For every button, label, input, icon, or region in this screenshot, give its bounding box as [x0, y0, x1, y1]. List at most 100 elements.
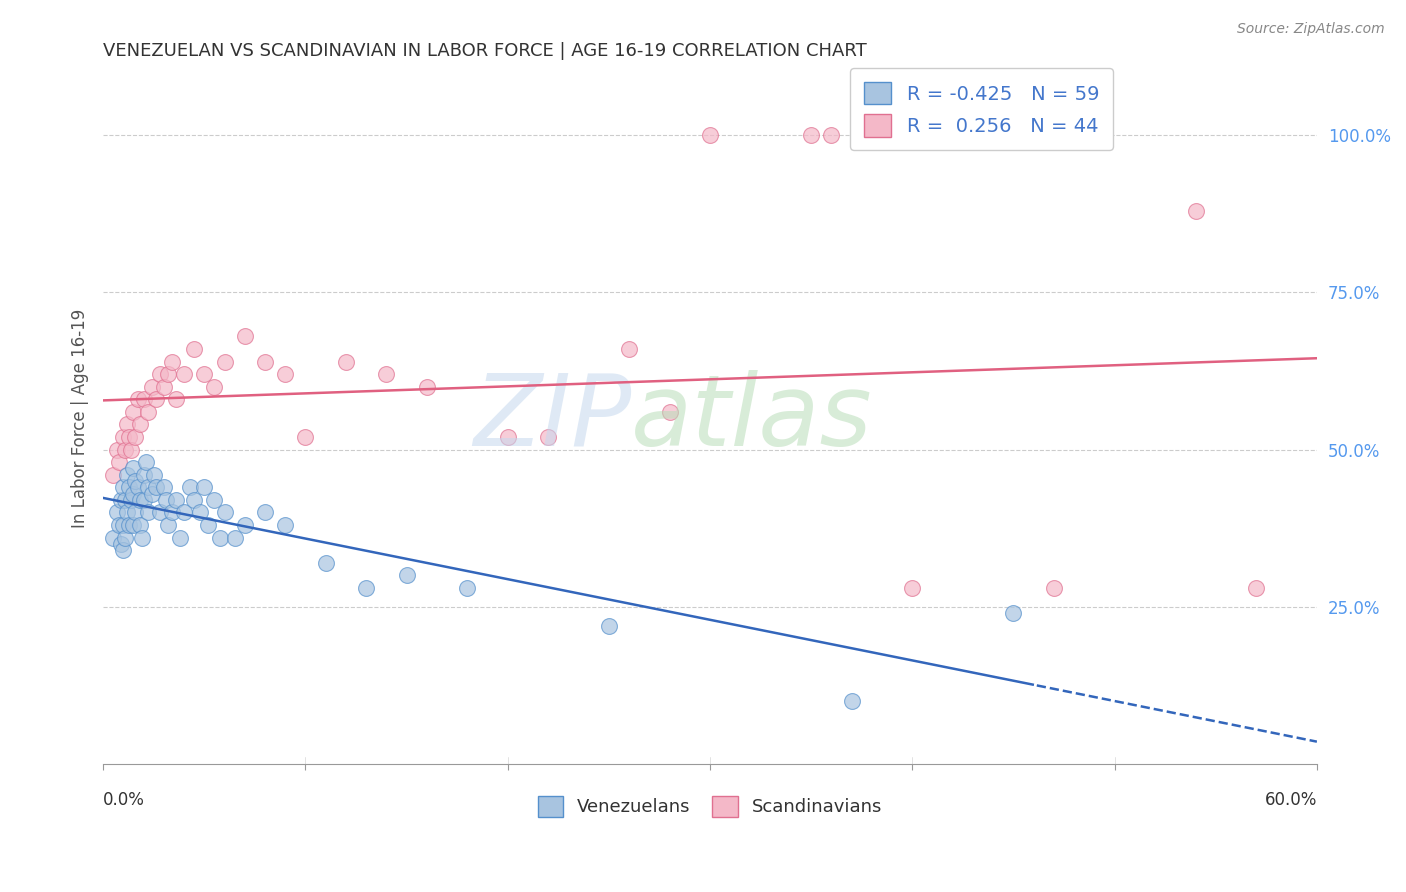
Point [179, 480, 201, 494]
Point [149, 505, 172, 519]
Point [108, 518, 131, 533]
Point [193, 480, 215, 494]
Point [117, 505, 139, 519]
Point [193, 367, 215, 381]
Point [136, 505, 159, 519]
Point [118, 430, 141, 444]
Point [253, 354, 276, 368]
Point [103, 531, 125, 545]
Point [188, 505, 211, 519]
Point [537, 430, 560, 444]
Point [224, 531, 246, 545]
Point [456, 581, 478, 595]
Point [112, 518, 135, 533]
Point [122, 461, 145, 475]
Legend: Venezuelans, Scandinavians: Venezuelans, Scandinavians [530, 789, 890, 824]
Point [124, 505, 146, 519]
Point [120, 442, 142, 457]
Point [110, 537, 132, 551]
Point [142, 467, 165, 482]
Point [375, 367, 398, 381]
Point [136, 480, 159, 494]
Point [132, 467, 155, 482]
Point [155, 492, 177, 507]
Point [233, 518, 256, 533]
Point [183, 342, 205, 356]
Point [335, 354, 357, 368]
Point [149, 367, 172, 381]
Point [112, 430, 135, 444]
Point [122, 405, 145, 419]
Point [103, 467, 125, 482]
Point [145, 480, 167, 494]
Point [202, 380, 225, 394]
Point [165, 492, 187, 507]
Point [156, 518, 179, 533]
Point [135, 455, 157, 469]
Text: 60.0%: 60.0% [1264, 791, 1317, 809]
Point [156, 367, 179, 381]
Point [233, 329, 256, 343]
Point [118, 480, 141, 494]
Text: ZIP: ZIP [472, 369, 631, 467]
Point [122, 518, 145, 533]
Point [128, 518, 150, 533]
Point [132, 392, 155, 407]
Point [197, 518, 219, 533]
Point [169, 531, 191, 545]
Point [114, 531, 136, 545]
Point [124, 430, 146, 444]
Point [128, 492, 150, 507]
Point [117, 467, 139, 482]
Point [183, 492, 205, 507]
Point [1184, 203, 1206, 218]
Point [114, 442, 136, 457]
Point [294, 430, 316, 444]
Point [165, 392, 187, 407]
Point [128, 417, 150, 432]
Point [173, 367, 195, 381]
Point [699, 128, 721, 143]
Point [658, 405, 681, 419]
Point [160, 354, 183, 368]
Text: atlas: atlas [631, 369, 873, 467]
Point [114, 492, 136, 507]
Point [153, 480, 176, 494]
Point [214, 505, 236, 519]
Point [160, 505, 183, 519]
Point [202, 492, 225, 507]
Point [354, 581, 377, 595]
Text: 0.0%: 0.0% [103, 791, 145, 809]
Point [112, 543, 135, 558]
Point [315, 556, 337, 570]
Point [131, 531, 153, 545]
Point [127, 480, 149, 494]
Point [901, 581, 924, 595]
Point [110, 492, 132, 507]
Text: Source: ZipAtlas.com: Source: ZipAtlas.com [1237, 22, 1385, 37]
Point [214, 354, 236, 368]
Y-axis label: In Labor Force | Age 16-19: In Labor Force | Age 16-19 [72, 309, 89, 528]
Point [127, 392, 149, 407]
Point [117, 417, 139, 432]
Point [395, 568, 418, 582]
Point [1002, 606, 1025, 620]
Point [120, 492, 142, 507]
Point [1043, 581, 1066, 595]
Point [136, 405, 159, 419]
Point [274, 518, 297, 533]
Point [108, 455, 131, 469]
Point [122, 486, 145, 500]
Point [820, 128, 842, 143]
Point [145, 392, 167, 407]
Point [617, 342, 640, 356]
Point [141, 380, 163, 394]
Point [124, 474, 146, 488]
Point [800, 128, 823, 143]
Point [105, 505, 128, 519]
Point [118, 518, 141, 533]
Point [416, 380, 439, 394]
Point [496, 430, 519, 444]
Point [841, 694, 863, 708]
Point [209, 531, 232, 545]
